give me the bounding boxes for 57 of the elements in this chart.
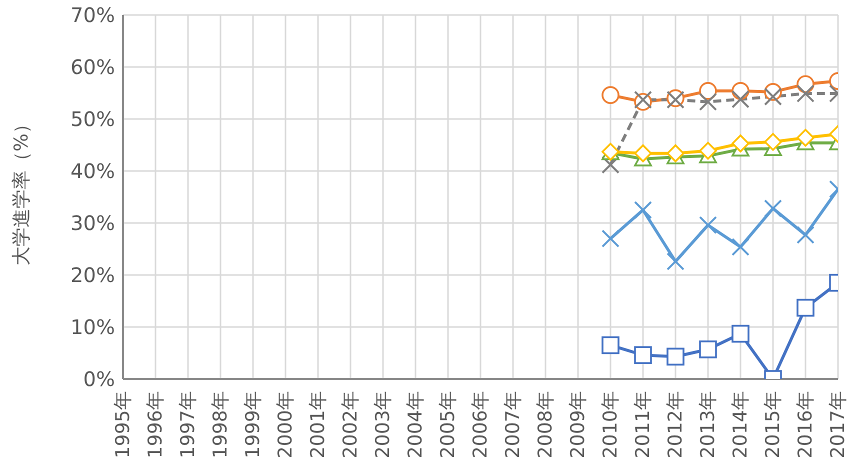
x-tick-label: 2009年 [567,391,589,458]
x-tick-label: 2001年 [307,391,329,458]
y-tick-label: 0% [83,367,115,392]
point [602,336,620,354]
point [764,132,782,151]
x-tick-label: 1997年 [177,391,199,458]
x-tick-label: 1999年 [242,391,264,458]
x-tick-label: 2017年 [827,391,849,458]
x-tick-label: 2002年 [340,391,362,458]
y-axis-title: 大学進学率（%） [10,114,34,266]
x-tick-label: 2008年 [534,391,556,458]
y-tick-label: 30% [70,211,115,236]
x-tick-label: 2010年 [600,391,622,458]
x-tick-label: 1998年 [210,391,232,458]
point [634,346,652,364]
point [602,230,620,248]
x-tick-label: 2004年 [404,391,426,458]
point [796,84,814,103]
x-tick-label: 1996年 [144,391,166,458]
point [796,226,814,244]
x-tick-label: 1995年 [112,391,134,458]
point [764,199,782,218]
x-tick-label: 2005年 [437,391,459,458]
x-tick-label: 2012年 [664,391,686,458]
y-tick-label: 70% [70,3,115,28]
y-tick-label: 50% [70,107,115,132]
x-tick-label: 2007年 [502,391,524,458]
x-tick-label: 2015年 [762,391,784,458]
x-tick-label: 2014年 [730,391,752,458]
point [666,144,684,162]
point [732,324,750,343]
x-tick-label: 2016年 [794,391,816,458]
y-tick-label: 10% [70,315,115,340]
x-tick-label: 2013年 [697,391,719,458]
point [666,348,684,366]
point [699,142,717,160]
point [764,88,782,106]
point [732,134,750,152]
x-tick-label: 2000年 [274,391,296,458]
point [732,90,750,108]
point [732,238,750,256]
point [796,128,814,147]
point [699,92,717,111]
x-tick-label: 2006年 [470,391,492,458]
y-tick-label: 40% [70,159,115,184]
x-tick-label: 2003年 [372,391,394,458]
point [602,156,620,174]
point [699,340,717,358]
y-tick-label: 60% [70,55,115,80]
point [634,144,652,162]
point [602,86,620,104]
point [634,201,652,219]
point [666,252,684,270]
y-tick-label: 20% [70,263,115,288]
x-tick-label: 2011年 [632,391,654,458]
point [699,216,717,234]
point [796,298,814,317]
